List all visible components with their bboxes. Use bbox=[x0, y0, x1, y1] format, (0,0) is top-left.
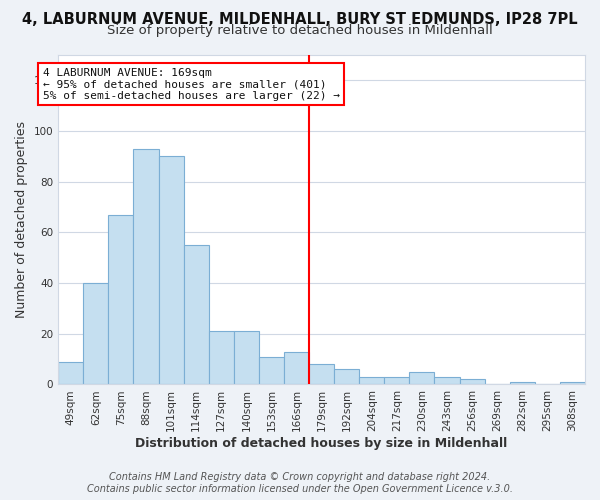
Bar bbox=[460, 380, 485, 384]
Bar bbox=[284, 352, 309, 384]
Bar bbox=[510, 382, 535, 384]
Text: Contains HM Land Registry data © Crown copyright and database right 2024.
Contai: Contains HM Land Registry data © Crown c… bbox=[87, 472, 513, 494]
Bar bbox=[133, 149, 158, 384]
Bar bbox=[259, 356, 284, 384]
Text: Size of property relative to detached houses in Mildenhall: Size of property relative to detached ho… bbox=[107, 24, 493, 37]
Y-axis label: Number of detached properties: Number of detached properties bbox=[15, 121, 28, 318]
Bar bbox=[209, 331, 234, 384]
Bar bbox=[58, 362, 83, 384]
Text: 4 LABURNUM AVENUE: 169sqm
← 95% of detached houses are smaller (401)
5% of semi-: 4 LABURNUM AVENUE: 169sqm ← 95% of detac… bbox=[43, 68, 340, 101]
Text: 4, LABURNUM AVENUE, MILDENHALL, BURY ST EDMUNDS, IP28 7PL: 4, LABURNUM AVENUE, MILDENHALL, BURY ST … bbox=[22, 12, 578, 28]
Bar bbox=[334, 370, 359, 384]
Bar bbox=[359, 377, 385, 384]
Bar bbox=[83, 283, 109, 384]
Bar bbox=[385, 377, 409, 384]
X-axis label: Distribution of detached houses by size in Mildenhall: Distribution of detached houses by size … bbox=[136, 437, 508, 450]
Bar bbox=[184, 245, 209, 384]
Bar bbox=[434, 377, 460, 384]
Bar bbox=[409, 372, 434, 384]
Bar bbox=[560, 382, 585, 384]
Bar bbox=[158, 156, 184, 384]
Bar bbox=[234, 331, 259, 384]
Bar bbox=[109, 214, 133, 384]
Bar bbox=[309, 364, 334, 384]
